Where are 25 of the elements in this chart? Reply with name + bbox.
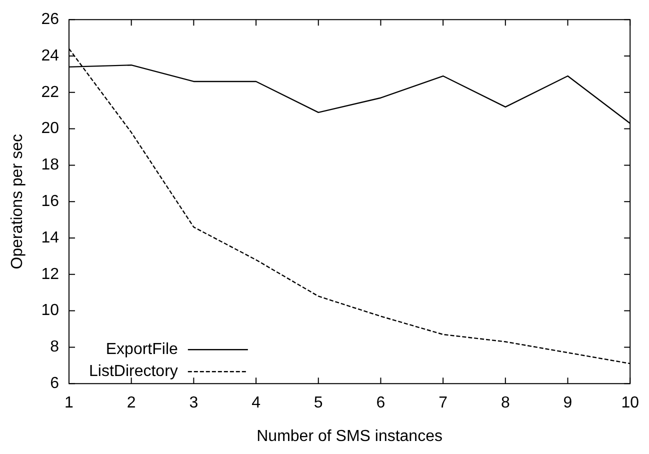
x-tick-label: 2: [126, 394, 136, 412]
x-tick-label: 8: [500, 394, 510, 412]
y-tick-label: 26: [41, 11, 60, 28]
y-tick-label: 14: [41, 229, 60, 246]
x-tick-label: 4: [252, 394, 261, 412]
y-tick-label: 16: [41, 193, 60, 210]
y-tick-label: 12: [41, 266, 60, 283]
x-axis-title: Number of SMS instances: [256, 428, 442, 445]
y-tick-label: 6: [50, 375, 60, 392]
x-tick-label: 5: [314, 394, 323, 412]
legend-label: ListDirectory: [88, 363, 178, 380]
y-tick-label: 20: [41, 120, 60, 138]
y-tick-label: 22: [41, 84, 60, 101]
y-tick-label: 18: [41, 156, 60, 174]
x-tick-label: 7: [438, 394, 448, 412]
y-tick-label: 8: [50, 338, 60, 356]
x-tick-label: 6: [376, 394, 386, 412]
legend-label: ExportFile: [106, 341, 178, 358]
x-tick-label: 3: [189, 394, 198, 412]
x-tick-label: 10: [621, 394, 640, 412]
y-tick-label: 24: [41, 47, 60, 64]
x-tick-label: 1: [64, 394, 74, 412]
y-tick-label: 10: [41, 302, 60, 320]
y-axis-title: Operations per sec: [9, 134, 26, 270]
x-tick-label: 9: [563, 394, 572, 412]
